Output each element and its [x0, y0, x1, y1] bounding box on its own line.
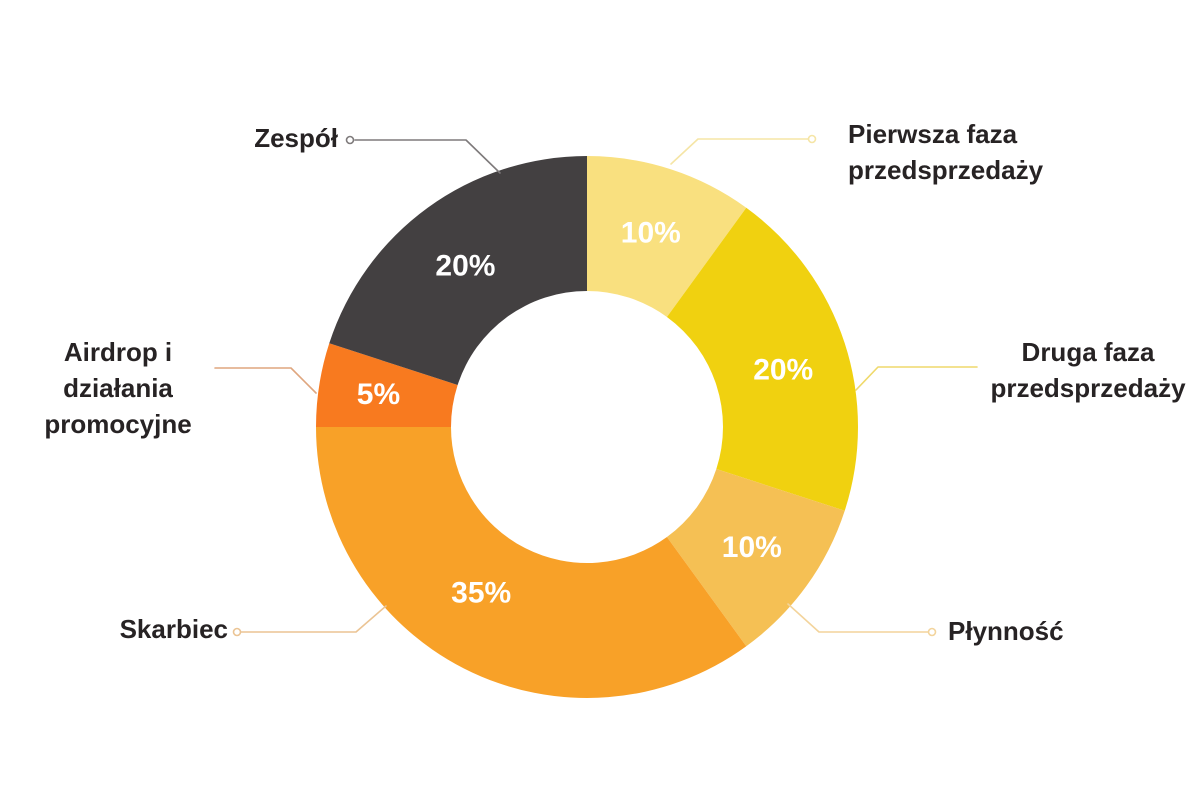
slice-percent-label-zespol: 20% — [435, 250, 495, 283]
connector-line-skarbiec — [240, 605, 387, 633]
connector-line-druga-faza-przedsprzedazy — [855, 366, 978, 391]
slice-druga-faza-przedsprzedazy — [666, 207, 858, 511]
slice-zespol — [329, 156, 587, 385]
slice-pierwsza-faza-przedsprzedazy — [587, 156, 747, 317]
connector-line-airdrop-i-dzialania-promocyjne — [214, 367, 317, 394]
callout-label-airdrop-i-dzialania-promocyjne: Airdrop i działania promocyjne — [44, 334, 191, 442]
slice-skarbiec — [316, 427, 747, 698]
callout-label-line: Skarbiec — [119, 614, 228, 644]
callout-label-line: Pierwsza faza — [848, 119, 1018, 149]
callout-label-line: przedsprzedaży — [990, 373, 1186, 403]
slice-percent-label-plynnosc: 10% — [722, 531, 782, 564]
callout-label-line: Zespół — [254, 123, 338, 153]
slice-percent-label-druga-faza-przedsprzedazy: 20% — [753, 354, 813, 387]
callout-label-zespol: Zespół — [254, 120, 338, 156]
connector-dot-skarbiec — [232, 627, 242, 637]
callout-label-pierwsza-faza-przedsprzedazy: Pierwsza faza przedsprzedaży — [848, 116, 1043, 188]
connector-dot-plynnosc — [927, 627, 937, 637]
slice-percent-label-skarbiec: 35% — [451, 577, 511, 610]
callout-label-line: działania — [63, 373, 173, 403]
callout-label-line: Płynność — [948, 616, 1064, 646]
callout-label-line: przedsprzedaży — [848, 155, 1044, 185]
slice-percent-label-pierwsza-faza-przedsprzedazy: 10% — [621, 216, 681, 249]
connector-dot-zespol — [345, 135, 355, 145]
callout-label-plynnosc: Płynność — [948, 613, 1064, 649]
slice-percent-label-airdrop-i-dzialania-promocyjne: 5% — [357, 378, 400, 411]
callout-label-line: Druga faza — [1021, 337, 1155, 367]
callout-label-line: Airdrop i — [63, 337, 173, 367]
callout-label-skarbiec: Skarbiec — [120, 611, 228, 647]
slice-airdrop-i-dzialania-promocyjne — [316, 343, 458, 427]
connector-line-plynnosc — [787, 603, 929, 633]
connector-dot-pierwsza-faza-przedsprzedazy — [807, 134, 817, 144]
callout-label-druga-faza-przedsprzedazy: Druga faza przedsprzedaży — [990, 334, 1185, 406]
connector-line-zespol — [354, 139, 501, 174]
slice-plynnosc — [666, 469, 845, 647]
connector-line-pierwsza-faza-przedsprzedazy — [670, 138, 809, 165]
callout-label-line: promocyjne — [44, 409, 192, 439]
